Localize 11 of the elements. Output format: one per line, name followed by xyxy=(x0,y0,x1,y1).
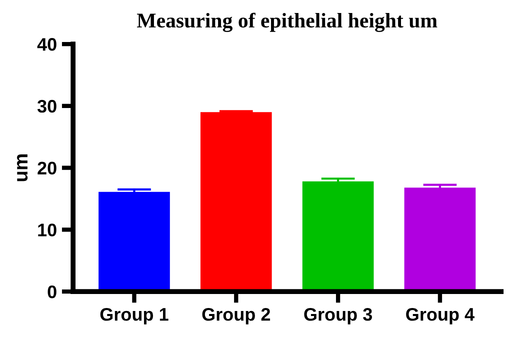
chart-title: Measuring of epithelial height um xyxy=(136,12,438,32)
y-tick-label: 0 xyxy=(48,285,56,298)
y-tick-label: 20 xyxy=(38,162,56,175)
y-tick-label: 30 xyxy=(37,100,56,113)
x-tick-label: Group 4 xyxy=(406,308,474,324)
x-tick-label: Group 1 xyxy=(100,308,168,324)
y-tick-label: 40 xyxy=(37,38,56,51)
x-tick-label: Group 2 xyxy=(202,308,270,324)
x-tick-label: Group 3 xyxy=(304,308,372,324)
y-tick-label: 10 xyxy=(38,224,56,236)
y-axis-title: um xyxy=(16,154,28,182)
